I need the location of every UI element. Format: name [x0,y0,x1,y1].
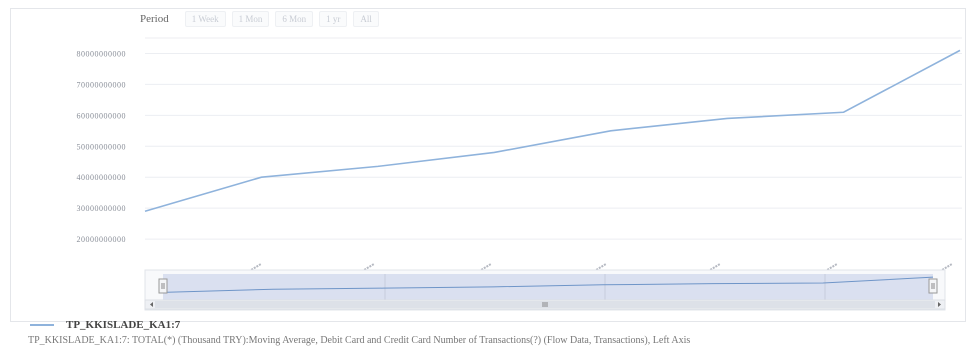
navigator-series-line [162,276,934,293]
range-button-6m[interactable]: 6 Mon [275,11,314,27]
scroll-right-arrow-icon[interactable] [938,302,941,307]
navigator-window[interactable] [163,274,933,300]
plot-area [144,49,961,212]
range-button-1w[interactable]: 1 Week [184,11,226,27]
series-caption: TP_KKISLADE_KA1:7: TOTAL(*) (Thousand TR… [28,335,691,346]
navigator-series [162,276,934,293]
legend-label: TP_KKISLADE_KA1:7 [66,319,181,331]
y-tick-label: 60000000000 [77,111,127,120]
navigator-right-handle[interactable] [928,278,938,294]
y-tick-label: 20000000000 [77,235,127,244]
series-line[interactable] [144,49,961,212]
line-chart: 20000000000 30000000000 40000000000 5000000… [77,37,962,311]
y-tick-label: 80000000000 [77,49,127,58]
legend[interactable]: TP_KKISLADE_KA1:7 [30,319,180,331]
range-button-1m[interactable]: 1 Mon [231,11,270,27]
legend-swatch [30,324,54,326]
y-axis: 20000000000 30000000000 40000000000 5000000… [77,49,127,244]
y-tick-label: 40000000000 [77,173,127,182]
period-selector: Period 1 Week 1 Mon 6 Mon 1 yr All [140,10,379,28]
period-label: Period [140,13,169,25]
y-tick-label: 50000000000 [77,142,127,151]
navigator-left-handle[interactable] [158,278,168,294]
navigator [144,269,946,311]
range-button-1y[interactable]: 1 yr [319,11,348,27]
y-tick-label: 70000000000 [77,80,127,89]
range-button-all[interactable]: All [353,11,379,27]
gridlines [145,37,962,240]
y-tick-label: 30000000000 [77,204,127,213]
scroll-left-arrow-icon[interactable] [150,302,153,307]
